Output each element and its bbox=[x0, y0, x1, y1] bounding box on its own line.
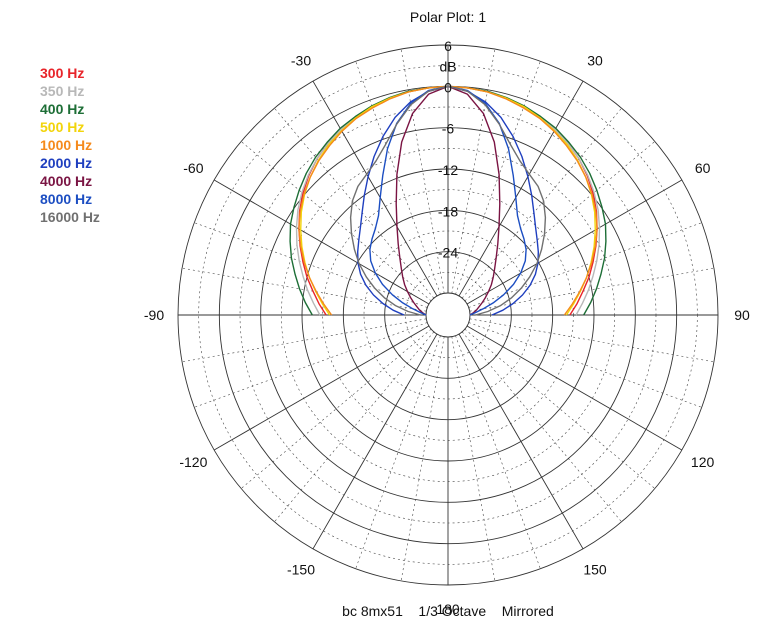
chart-subtitle: bc 8mx51 1/3 Octave Mirrored bbox=[342, 603, 554, 619]
grid-spoke-major bbox=[458, 80, 584, 297]
radial-tick-label: -18 bbox=[438, 203, 458, 219]
angle-tick-label: -120 bbox=[179, 454, 207, 470]
radial-tick-label: -6 bbox=[442, 121, 455, 137]
angle-tick-label: 180 bbox=[436, 601, 460, 617]
grid-spoke-major bbox=[312, 333, 438, 550]
angle-tick-label: 60 bbox=[695, 160, 711, 176]
angle-tick-label: 30 bbox=[587, 52, 603, 68]
legend-item: 400 Hz bbox=[40, 101, 85, 117]
radial-tick-label: 6 bbox=[444, 38, 452, 54]
polar-grid bbox=[177, 44, 719, 586]
legend-item: 1000 Hz bbox=[40, 137, 93, 153]
radial-tick-label: -24 bbox=[438, 245, 458, 261]
legend-item: 2000 Hz bbox=[40, 155, 93, 171]
legend-item: 4000 Hz bbox=[40, 173, 93, 189]
radial-tick-label: 0 bbox=[444, 79, 452, 95]
grid-spoke-major bbox=[466, 179, 683, 305]
radial-unit-label: dB bbox=[439, 59, 456, 75]
grid-spoke-major bbox=[466, 325, 683, 451]
angle-tick-label: -150 bbox=[287, 562, 315, 578]
series-line bbox=[349, 85, 547, 316]
grid-spoke-major bbox=[458, 333, 584, 550]
angle-tick-label: 90 bbox=[734, 307, 750, 323]
angle-tick-label: 150 bbox=[583, 562, 607, 578]
center-hole bbox=[425, 292, 471, 338]
chart-title: Polar Plot: 1 bbox=[410, 9, 486, 25]
legend-item: 8000 Hz bbox=[40, 191, 93, 207]
angle-tick-label: -90 bbox=[144, 307, 164, 323]
angle-tick-label: 120 bbox=[691, 454, 715, 470]
series-curves bbox=[289, 85, 607, 316]
angle-tick-label: -60 bbox=[183, 160, 203, 176]
grid-spoke-major bbox=[312, 80, 438, 297]
angle-tick-label: -30 bbox=[291, 52, 311, 68]
grid-spoke-major bbox=[213, 325, 430, 451]
legend: 300 Hz 350 Hz 400 Hz 500 Hz 1000 Hz 2000 Hz 40… bbox=[40, 64, 100, 226]
legend-item: 300 Hz bbox=[40, 65, 85, 81]
legend-item: 350 Hz bbox=[40, 83, 85, 99]
grid-spoke-major bbox=[213, 179, 430, 305]
legend-item: 16000 Hz bbox=[40, 209, 100, 225]
legend-item: 500 Hz bbox=[40, 119, 85, 135]
radial-tick-label: -12 bbox=[438, 162, 458, 178]
